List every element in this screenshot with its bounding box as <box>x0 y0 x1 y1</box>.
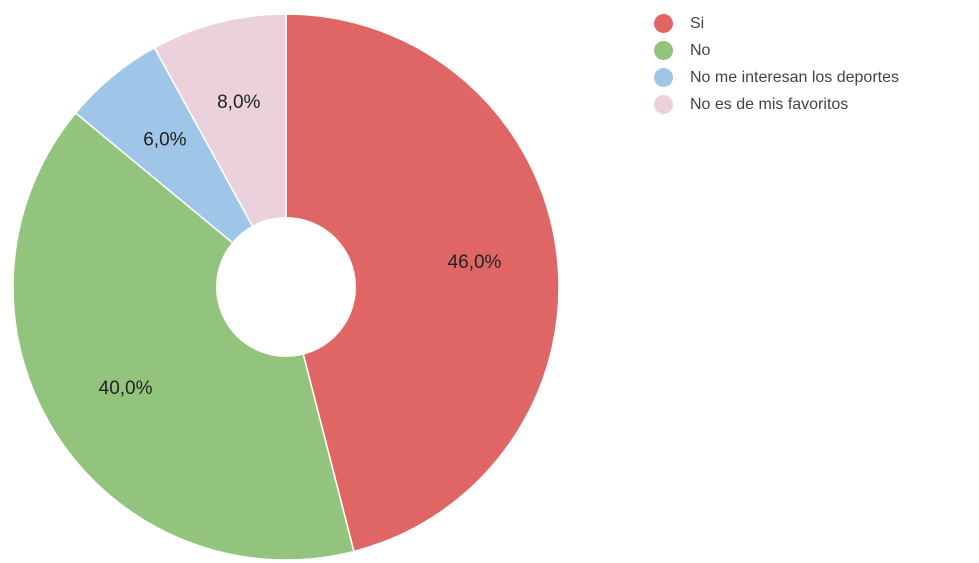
legend-label-3: No es de mis favoritos <box>690 95 849 113</box>
pie-slice-3 <box>153 13 287 288</box>
legend-swatch-3 <box>654 95 673 114</box>
legend-item-1: No <box>654 37 899 64</box>
legend-swatch-0 <box>654 14 673 33</box>
legend-label-1: No <box>690 41 711 59</box>
legend-swatch-1 <box>654 41 673 60</box>
pie-slice-1 <box>12 111 355 561</box>
donut-hole <box>216 217 356 357</box>
legend-item-2: No me interesan los deportes <box>654 64 899 91</box>
slice-data-label-3: 8,0% <box>217 92 260 113</box>
legend-swatch-2 <box>654 68 673 87</box>
legend-item-3: No es de mis favoritos <box>654 91 899 118</box>
chart-legend: Si No No me interesan los deportes No es de… <box>654 10 899 118</box>
slice-data-label-0: 46,0% <box>448 252 502 273</box>
legend-label-0: Si <box>690 14 705 32</box>
slice-data-label-2: 6,0% <box>143 130 186 151</box>
pie-slice-0 <box>285 13 560 553</box>
legend-label-2: No me interesan los deportes <box>690 68 899 86</box>
legend-item-0: Si <box>654 10 899 37</box>
slice-data-label-1: 40,0% <box>99 378 153 399</box>
